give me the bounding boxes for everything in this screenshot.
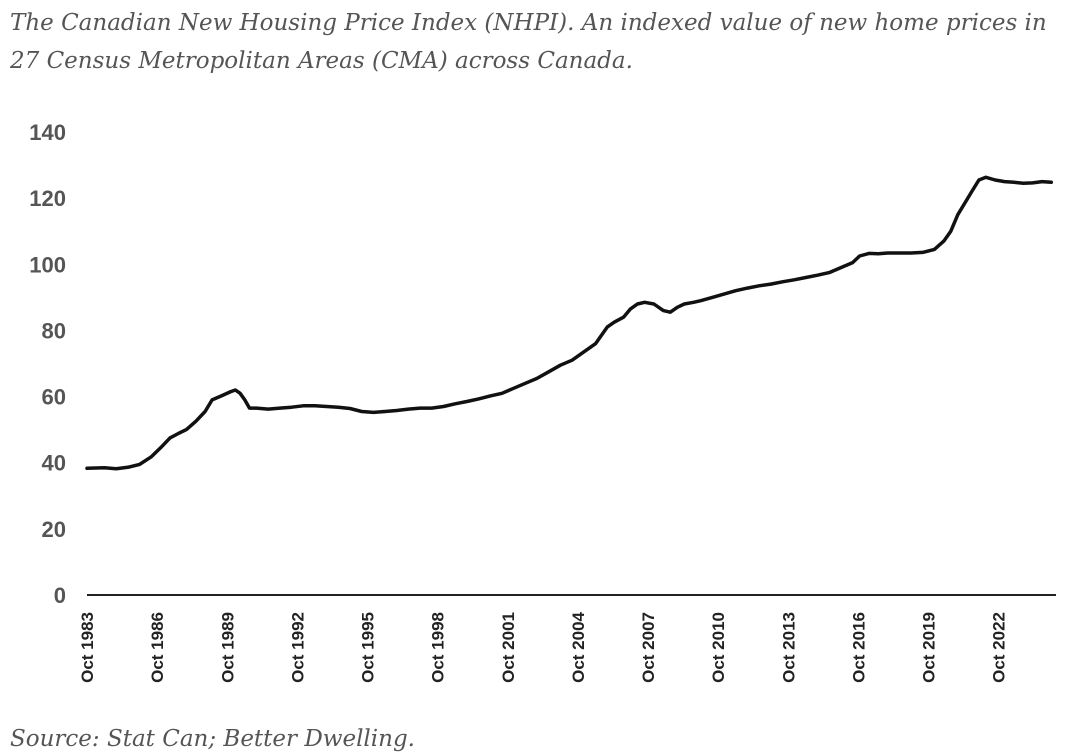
x-tick-label: Oct 1998	[429, 612, 448, 683]
chart-title: The Canadian New Housing Price Index (NH…	[10, 10, 1047, 74]
y-tick-label: 100	[29, 252, 66, 277]
y-tick-label: 40	[42, 451, 66, 476]
series-group	[85, 175, 1054, 471]
x-tick-label: Oct 1995	[359, 612, 378, 683]
x-axis: Oct 1983 Oct 1986 Oct 1989 Oct 1992 Oct 1995…	[78, 611, 1009, 682]
x-tick-label: Oct 1989	[218, 612, 237, 683]
x-tick-label: Oct 2010	[709, 612, 728, 683]
series-line-1	[85, 175, 1054, 471]
x-tick-label: Oct 2001	[499, 612, 518, 683]
y-tick-label: 20	[42, 517, 66, 542]
x-tick-label: Oct 2007	[639, 612, 658, 683]
y-tick-label: 0	[54, 583, 66, 608]
y-tick-label: 80	[42, 318, 66, 343]
y-tick-label: 120	[29, 186, 66, 211]
x-tick-label: Oct 2016	[849, 612, 868, 683]
x-tick-label: Oct 1983	[78, 612, 97, 683]
x-tick-label: Oct 2019	[920, 612, 939, 683]
x-tick-label: Oct 1986	[148, 612, 167, 683]
y-tick-label: 60	[42, 385, 66, 410]
x-tick-label: Oct 2022	[990, 612, 1009, 683]
x-tick-label: Oct 2013	[779, 612, 798, 683]
x-tick-label: Oct 1992	[288, 612, 307, 683]
source-note: Source: Stat Can; Better Dwelling.	[10, 726, 415, 752]
x-tick-label: Oct 2004	[569, 611, 588, 682]
y-axis: 0 20 40 60 80 100 120 140	[29, 120, 66, 608]
y-tick-label: 140	[29, 120, 66, 145]
